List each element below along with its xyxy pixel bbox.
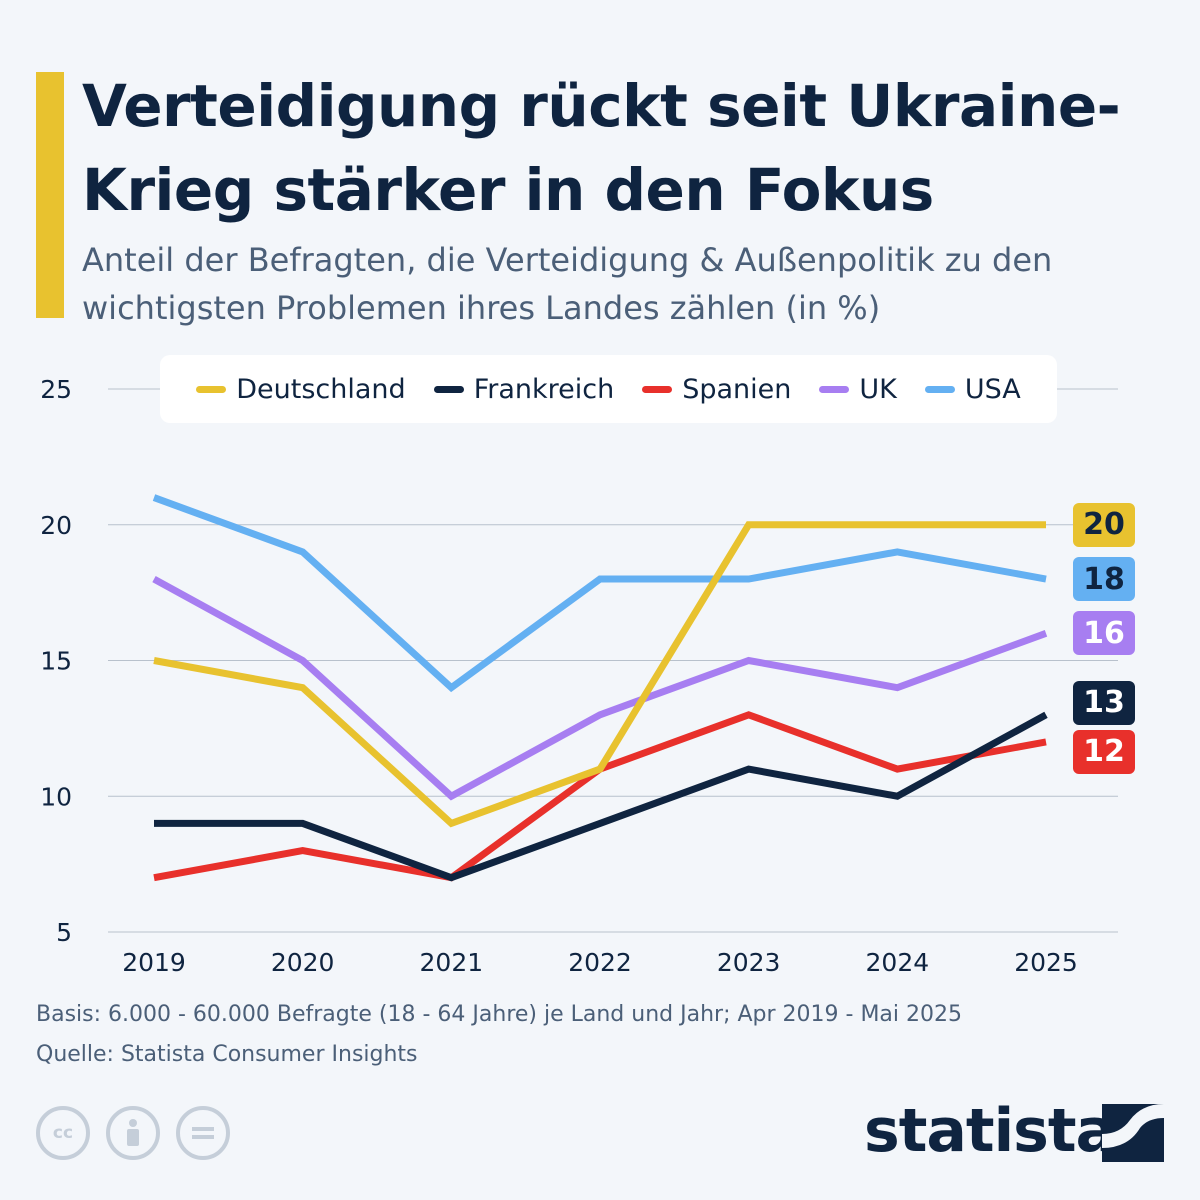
statista-wordmark[interactable]: statista [864, 1096, 1116, 1166]
series-line-deutschland [153, 521, 1046, 828]
no-derivatives-icon[interactable] [176, 1106, 230, 1160]
legend-swatch [642, 385, 673, 393]
y-tick-label: 20 [40, 511, 72, 540]
series-line-uk [152, 575, 1048, 801]
end-label-usa: 18 [1073, 557, 1135, 602]
footnote-source: Quelle: Statista Consumer Insights [36, 1042, 418, 1067]
legend-item: Frankreich [433, 373, 615, 405]
legend-item: Spanien [642, 374, 791, 405]
legend-label: UK [859, 373, 897, 405]
y-tick-label: 15 [40, 647, 72, 676]
legend-item: Deutschland [196, 373, 406, 405]
legend-label: Deutschland [236, 373, 406, 405]
y-tick-label: 5 [56, 918, 72, 947]
legend-swatch [196, 385, 227, 393]
license-icons: cc [36, 1106, 230, 1160]
legend-label: USA [964, 373, 1021, 405]
chart-legend: Deutschland Frankreich Spanien UK USA [160, 355, 1057, 423]
end-label-deutschland: 20 [1073, 502, 1135, 547]
footnote-basis: Basis: 6.000 - 60.000 Befragte (18 - 64 … [36, 1002, 962, 1027]
creative-commons-icon[interactable]: cc [36, 1106, 90, 1160]
page-subtitle: Anteil der Befragten, die Verteidigung &… [82, 241, 1053, 327]
legend-item: UK [819, 373, 897, 405]
title-accent-bar [36, 72, 64, 318]
x-tick-label: 2019 [122, 948, 186, 977]
series-line-usa [152, 494, 1047, 693]
attribution-icon[interactable] [106, 1106, 160, 1160]
legend-swatch [924, 385, 955, 393]
legend-swatch [819, 385, 850, 393]
end-label-uk: 16 [1073, 611, 1135, 656]
statista-logo-icon [1102, 1104, 1164, 1162]
x-tick-label: 2023 [717, 948, 781, 977]
x-tick-label: 2022 [568, 948, 632, 977]
page-title: Verteidigung rückt seit Ukraine-Krieg st… [82, 72, 1121, 224]
end-label-spanien: 12 [1073, 729, 1135, 774]
x-tick-label: 2024 [866, 948, 930, 977]
x-tick-label: 2025 [1014, 948, 1078, 977]
legend-swatch [433, 385, 464, 393]
series-line-frankreich [154, 711, 1048, 882]
x-tick-label: 2021 [420, 948, 484, 977]
x-tick-label: 2020 [271, 948, 335, 977]
legend-label: Frankreich [473, 373, 615, 405]
legend-item: USA [924, 373, 1021, 405]
end-label-frankreich: 13 [1073, 680, 1135, 725]
y-tick-label: 25 [40, 375, 72, 404]
legend-label: Spanien [682, 373, 792, 405]
y-tick-label: 10 [40, 782, 72, 811]
